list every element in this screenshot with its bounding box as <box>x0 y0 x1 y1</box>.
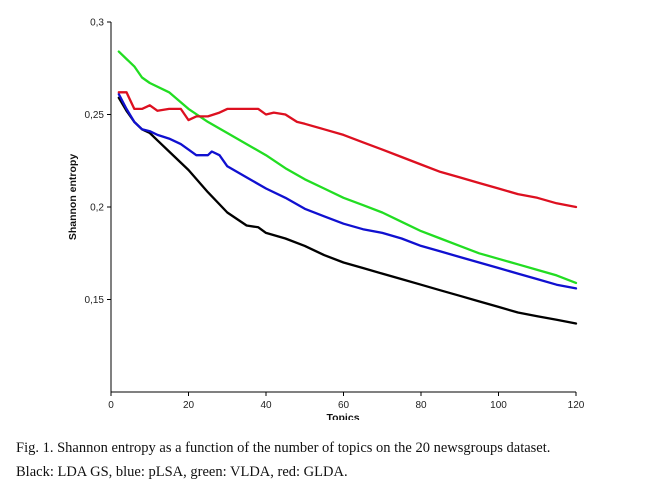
y-tick-label: 0,15 <box>85 295 105 306</box>
x-tick-label: 80 <box>415 400 427 411</box>
axes: 0,15 0,2 0,25 0,3 0 20 40 60 80 100 120 <box>85 18 585 412</box>
series-line-vlda <box>117 50 578 285</box>
figure-caption: Fig. 1. Shannon entropy as a function of… <box>16 436 646 484</box>
x-tick-label: 100 <box>490 400 507 411</box>
x-tick-label: 60 <box>338 400 350 411</box>
axis-labels: Topics Shannon entropy <box>67 154 360 420</box>
x-tick-label: 0 <box>108 400 114 411</box>
y-tick-label: 0,3 <box>90 18 104 29</box>
y-tick-label: 0,2 <box>90 203 104 214</box>
caption-line-2: Black: LDA GS, blue: pLSA, green: VLDA, … <box>16 464 348 480</box>
y-axis-title: Shannon entropy <box>67 154 79 240</box>
series-line-lda-gs <box>117 96 578 325</box>
line-chart: 0,15 0,2 0,25 0,3 0 20 40 60 80 100 120 Topics Shan… <box>67 18 585 421</box>
caption-line-1: Fig. 1. Shannon entropy as a function of… <box>16 440 551 456</box>
x-tick-label: 120 <box>568 400 585 411</box>
series-line-plsa <box>117 92 578 290</box>
series-line-glda <box>117 91 578 209</box>
y-tick-label: 0,25 <box>85 110 105 121</box>
x-tick-label: 40 <box>260 400 272 411</box>
x-tick-label: 20 <box>183 400 195 411</box>
x-axis-title: Topics <box>326 412 359 420</box>
series-group <box>117 50 578 325</box>
